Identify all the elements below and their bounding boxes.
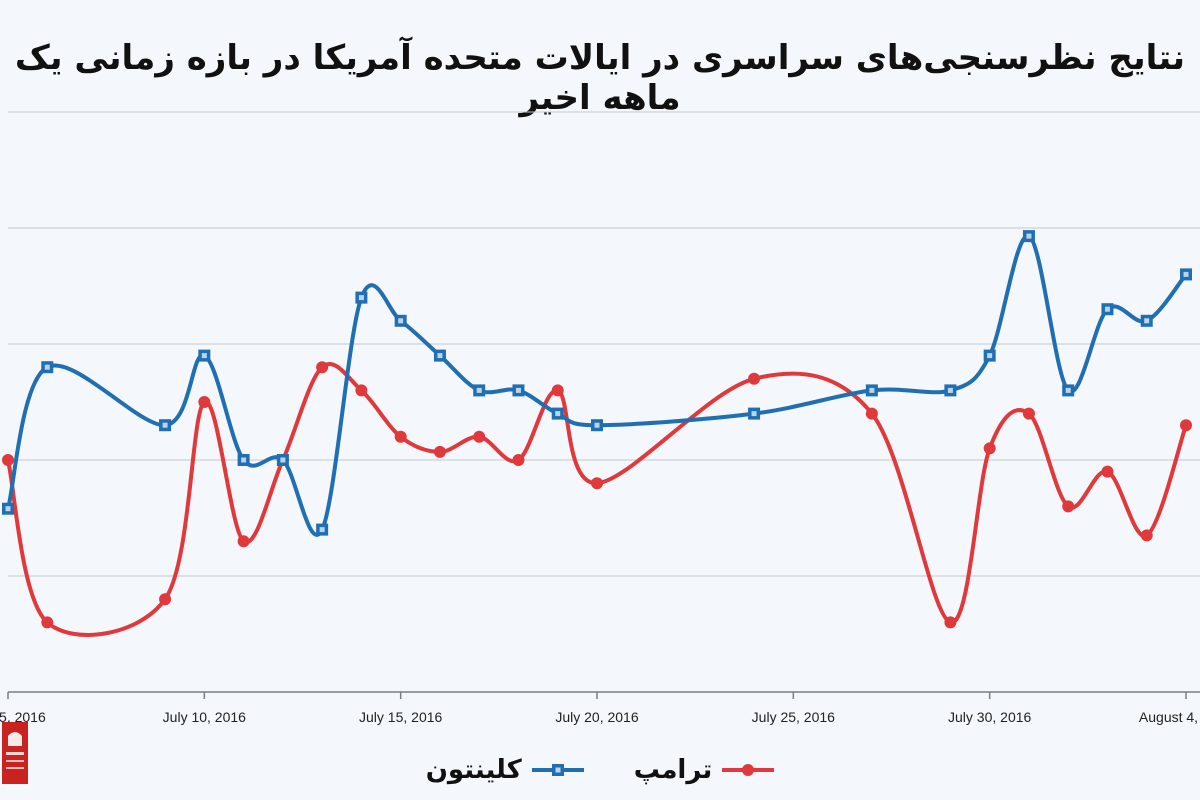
data-point-trump [198,396,211,408]
legend: ترامپ کلینتون [0,748,1200,792]
data-point-trump [316,361,329,374]
data-point-clinton-highlight [751,411,757,417]
data-point-trump [551,384,564,397]
data-point-clinton-highlight [437,353,443,359]
data-point-clinton-highlight [555,411,561,417]
data-point-clinton-highlight [319,527,325,533]
data-point-clinton-highlight [5,506,11,512]
data-point-trump [748,372,761,385]
legend-label-trump: ترامپ [633,755,713,785]
legend-swatch-trump [722,764,775,776]
data-point-clinton-highlight [398,318,404,324]
data-point-trump [1140,529,1153,542]
data-point-trump [41,616,54,629]
data-point-trump [394,430,407,443]
data-point-clinton-highlight [1144,318,1150,324]
data-point-clinton-highlight [162,422,168,428]
data-point-trump [1101,465,1114,478]
data-point-clinton-highlight [1104,306,1110,312]
data-point-trump [1022,407,1035,420]
data-point-trump [355,384,368,397]
legend-item-clinton: کلینتون [426,755,584,785]
x-tick-label: August 4, 2016 [1139,709,1200,725]
x-axis: July 5, 2016 July 10, 2016 July 15, 2016 Ju… [0,691,1200,725]
data-point-clinton-highlight [1183,271,1189,277]
series-markers [2,230,1192,629]
x-tick-label: July 15, 2016 [359,709,442,725]
data-point-clinton-highlight [1065,387,1071,393]
data-point-trump [944,616,957,629]
data-point-clinton-highlight [515,387,521,393]
data-point-clinton-highlight [987,353,993,359]
data-point-trump [1180,419,1192,432]
data-point-clinton-highlight [201,353,207,359]
data-point-clinton-highlight [476,387,482,393]
data-point-clinton-highlight [44,364,50,370]
x-tick-label: July 25, 2016 [752,709,835,725]
grid-lines [8,111,1200,577]
series-lines [6,234,1188,637]
x-tick-label: July 20, 2016 [555,709,638,725]
legend-label-clinton: کلینتون [425,755,522,785]
data-point-trump [433,445,446,458]
series-line-clinton [6,234,1188,537]
data-point-trump [512,454,525,466]
data-point-trump [865,407,878,420]
legend-swatch-clinton [531,764,584,776]
x-tick-label: July 5, 2016 [0,709,46,725]
data-point-trump [1062,500,1075,513]
data-point-trump [159,593,172,606]
data-point-trump [473,430,486,443]
legend-item-trump: ترامپ [633,755,775,785]
data-point-clinton-highlight [947,387,953,393]
data-point-clinton-highlight [869,387,875,393]
data-point-clinton-highlight [1026,233,1032,239]
data-point-clinton-highlight [280,457,286,463]
x-tick-label: July 10, 2016 [163,709,246,725]
chart-title: نتایج نظرسنجی‌های سراسری در ایالات متحده… [14,38,1186,118]
x-tick-label: July 30, 2016 [948,709,1031,725]
data-point-clinton-highlight [594,422,600,428]
data-point-clinton-highlight [241,457,247,463]
data-point-trump [2,454,14,466]
tasnim-logo [2,722,28,784]
data-point-clinton-highlight [358,295,364,301]
data-point-trump [983,442,996,455]
data-point-trump [591,477,603,490]
data-point-trump [237,535,250,548]
